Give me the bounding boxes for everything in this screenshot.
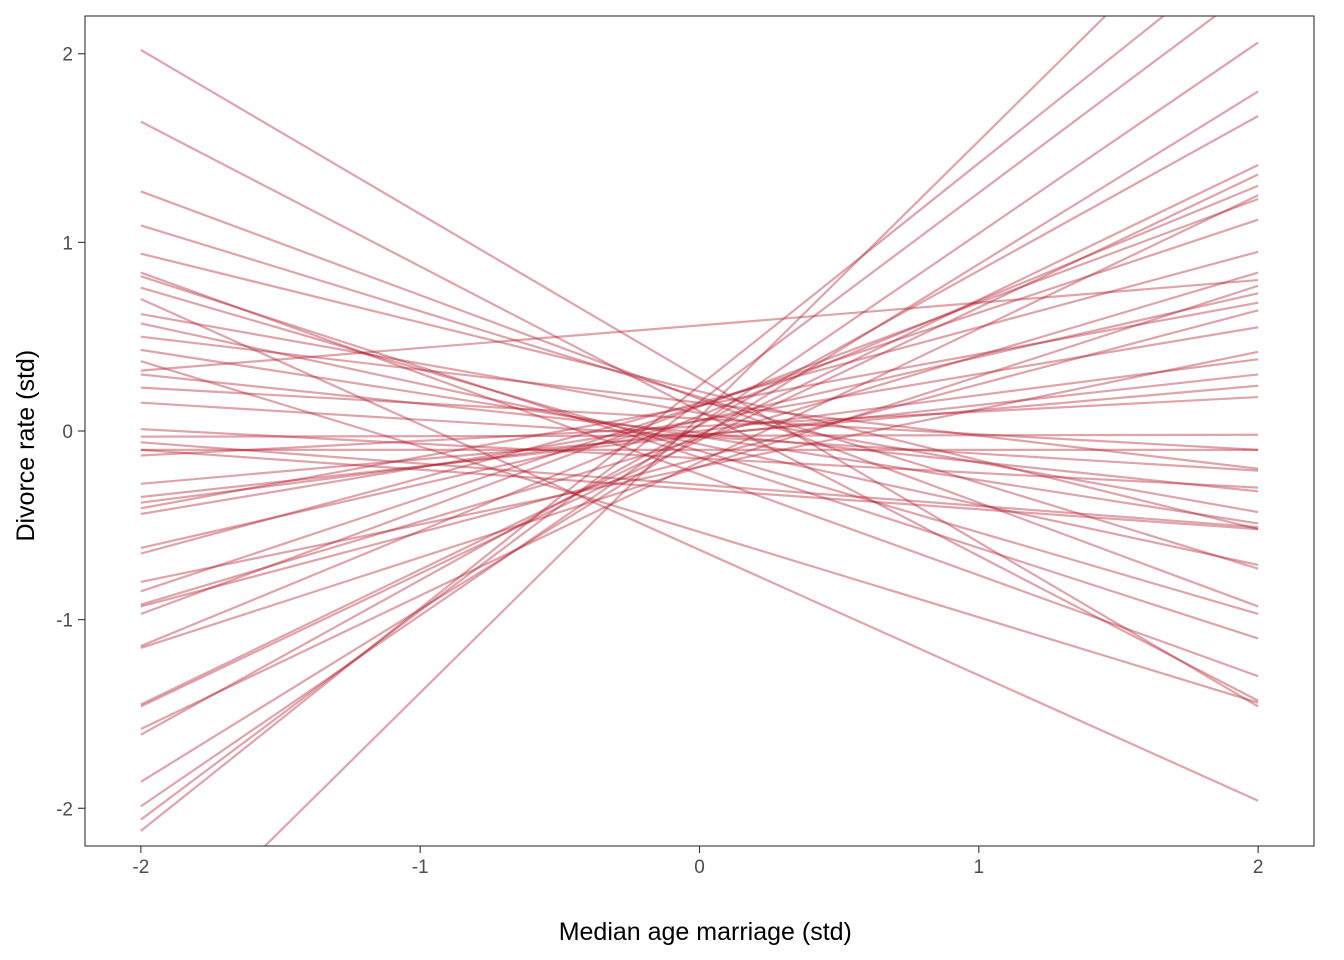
x-tick-label: 2 — [1253, 857, 1264, 878]
series-line-10 — [140, 312, 1259, 514]
plot-background — [85, 16, 1314, 846]
series-line-25 — [140, 384, 1259, 485]
series-line-41 — [140, 194, 1259, 731]
y-axis-ticks: -2 -1 0 1 2 — [56, 45, 85, 820]
series-line-21 — [140, 441, 1259, 529]
y-tick-label: 0 — [62, 422, 73, 443]
series-line-8 — [140, 286, 1259, 616]
series-line-23 — [140, 448, 1259, 531]
series-line-11 — [140, 322, 1259, 567]
series-line-47 — [263, 16, 1107, 846]
y-axis-title: Divorce rate (std) — [12, 350, 40, 542]
series-line-39 — [140, 164, 1259, 706]
series-line-19 — [140, 428, 1259, 489]
x-tick-label: -2 — [132, 857, 149, 878]
x-tick-label: 0 — [694, 857, 705, 878]
x-axis-title: Median age marriage (std) — [559, 918, 852, 946]
series-line-9 — [140, 297, 1259, 802]
series-line-7 — [140, 275, 1259, 640]
series-line-17 — [140, 386, 1259, 451]
series-line-37 — [140, 184, 1259, 648]
x-tick-label: 1 — [974, 857, 985, 878]
series-line-14 — [140, 360, 1259, 704]
series-line-15 — [140, 278, 1259, 372]
y-tick-label: -2 — [56, 799, 73, 820]
series-line-2 — [140, 120, 1259, 702]
series-line-12 — [140, 335, 1259, 470]
series-line-32 — [140, 350, 1259, 583]
x-tick-label: -1 — [412, 857, 429, 878]
series-line-26 — [140, 373, 1259, 499]
series-line-27 — [140, 358, 1259, 504]
series-line-30 — [140, 292, 1259, 550]
series-line-28 — [140, 301, 1259, 510]
series-line-42 — [140, 115, 1259, 736]
series-line-13 — [140, 348, 1259, 525]
series-line-5 — [140, 252, 1259, 531]
series-line-40 — [140, 173, 1259, 708]
series-line-34 — [140, 271, 1259, 606]
y-tick-label: 2 — [62, 45, 73, 66]
series-line-31 — [140, 250, 1259, 555]
series-line-24 — [140, 395, 1259, 457]
y-tick-label: 1 — [62, 233, 73, 254]
series-line-38 — [140, 284, 1259, 649]
series-line-35 — [140, 309, 1259, 608]
series-line-20 — [140, 433, 1259, 438]
y-tick-label: -1 — [56, 611, 73, 632]
series-line-33 — [140, 218, 1259, 593]
series-line-43 — [140, 90, 1259, 783]
series-line-6 — [140, 271, 1259, 678]
series-line-44 — [140, 41, 1259, 808]
x-axis-ticks: -2 -1 0 1 2 — [132, 846, 1263, 878]
series-line-1 — [140, 49, 1259, 708]
series-line-18 — [140, 401, 1259, 472]
series-line-16 — [140, 373, 1259, 493]
series-line-46 — [140, 16, 1166, 832]
series-line-36 — [140, 197, 1259, 616]
series-lines — [140, 16, 1259, 846]
series-line-29 — [140, 326, 1259, 516]
series-line-45 — [140, 16, 1218, 821]
series-line-3 — [140, 190, 1259, 608]
series-line-4 — [140, 224, 1259, 570]
